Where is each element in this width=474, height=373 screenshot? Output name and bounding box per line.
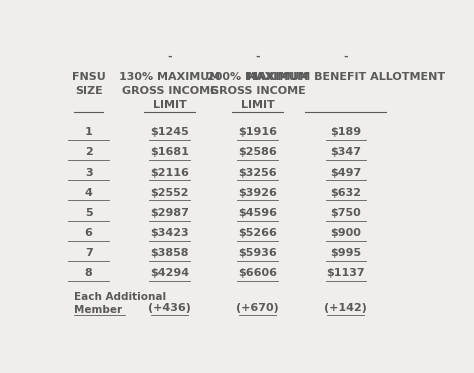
Text: 2: 2 [85, 147, 92, 157]
Text: 6: 6 [85, 228, 92, 238]
Text: 4: 4 [85, 188, 92, 198]
Text: 130% MAXIMUM
GROSS INCOME
LIMIT: 130% MAXIMUM GROSS INCOME LIMIT [119, 72, 220, 110]
Text: $900: $900 [330, 228, 361, 238]
Text: $5936: $5936 [238, 248, 277, 258]
Text: $995: $995 [330, 248, 361, 258]
Text: -: - [167, 52, 172, 62]
Text: MAXIMUM BENEFIT ALLOTMENT: MAXIMUM BENEFIT ALLOTMENT [247, 72, 445, 82]
Text: $1916: $1916 [238, 127, 277, 137]
Text: $347: $347 [330, 147, 361, 157]
Text: $2116: $2116 [150, 167, 189, 178]
Text: 200% MAXIMUM
GROSS INCOME
LIMIT: 200% MAXIMUM GROSS INCOME LIMIT [207, 72, 308, 110]
Text: 7: 7 [85, 248, 92, 258]
Text: $750: $750 [330, 208, 361, 218]
Text: -: - [344, 52, 348, 62]
Text: $3858: $3858 [150, 248, 189, 258]
Text: 1: 1 [85, 127, 92, 137]
Text: $3256: $3256 [238, 167, 277, 178]
Text: (+670): (+670) [236, 303, 279, 313]
Text: $4294: $4294 [150, 268, 189, 278]
Text: $5266: $5266 [238, 228, 277, 238]
Text: $632: $632 [330, 188, 361, 198]
Text: $1245: $1245 [150, 127, 189, 137]
Text: FNSU
SIZE: FNSU SIZE [72, 72, 106, 96]
Text: -: - [255, 52, 260, 62]
Text: $497: $497 [330, 167, 361, 178]
Text: 3: 3 [85, 167, 92, 178]
Text: $2987: $2987 [150, 208, 189, 218]
Text: $1681: $1681 [150, 147, 189, 157]
Text: 8: 8 [85, 268, 92, 278]
Text: $1137: $1137 [327, 268, 365, 278]
Text: (+142): (+142) [324, 303, 367, 313]
Text: $2586: $2586 [238, 147, 277, 157]
Text: 5: 5 [85, 208, 92, 218]
Text: $3926: $3926 [238, 188, 277, 198]
Text: $6606: $6606 [238, 268, 277, 278]
Text: (+436): (+436) [148, 303, 191, 313]
Text: $3423: $3423 [150, 228, 189, 238]
Text: $2552: $2552 [150, 188, 189, 198]
Text: Each Additional
Member: Each Additional Member [74, 292, 166, 315]
Text: $4596: $4596 [238, 208, 277, 218]
Text: $189: $189 [330, 127, 361, 137]
